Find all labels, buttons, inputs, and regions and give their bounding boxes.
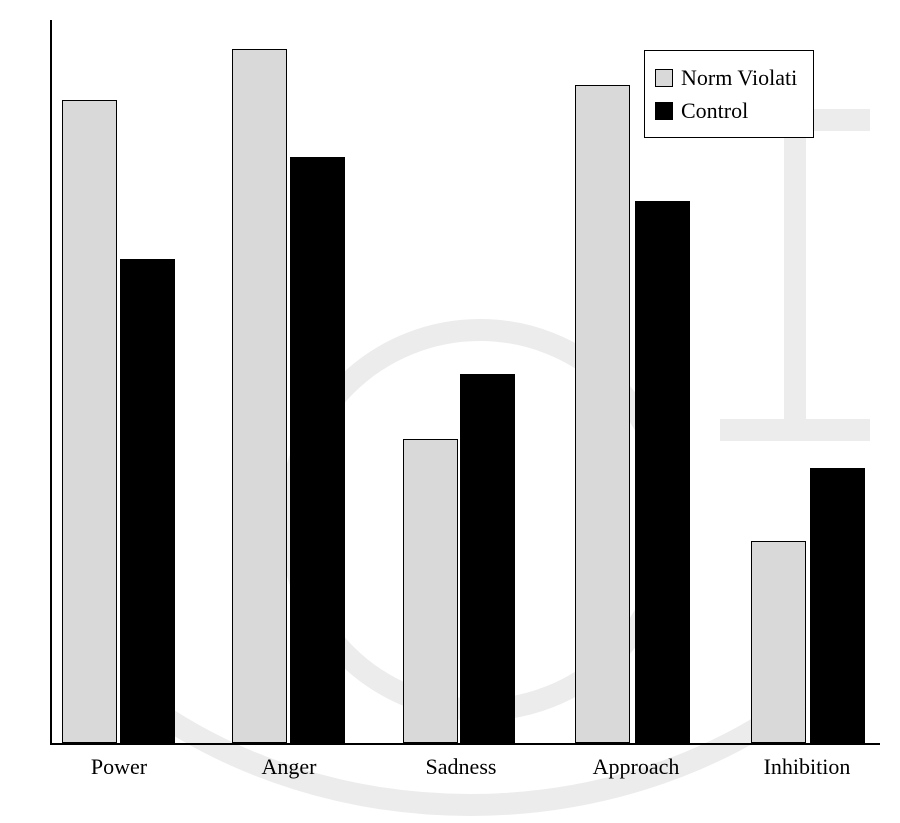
bar-inhibition-norm	[751, 541, 806, 743]
legend-swatch-0	[655, 69, 673, 87]
bar-chart: Power Anger Sadness Approach Inhibition Norm…	[0, 0, 900, 823]
bar-anger-norm	[232, 49, 287, 743]
category-label-power: Power	[91, 754, 147, 780]
bar-approach-control	[635, 201, 690, 743]
bar-power-norm	[62, 100, 117, 743]
legend-label-1: Control	[681, 94, 748, 127]
category-label-inhibition: Inhibition	[764, 754, 851, 780]
category-label-sadness: Sadness	[426, 754, 497, 780]
bar-approach-norm	[575, 85, 630, 743]
legend-item-0: Norm Violati	[655, 61, 797, 94]
bar-inhibition-control	[810, 468, 865, 743]
bar-sadness-control	[460, 374, 515, 743]
category-label-anger: Anger	[262, 754, 317, 780]
legend-item-1: Control	[655, 94, 797, 127]
bar-power-control	[120, 259, 175, 743]
legend-swatch-1	[655, 102, 673, 120]
bar-sadness-norm	[403, 439, 458, 743]
legend-label-0: Norm Violati	[681, 61, 797, 94]
legend: Norm ViolatiControl	[644, 50, 814, 138]
x-axis	[50, 743, 880, 745]
category-label-approach: Approach	[593, 754, 680, 780]
y-axis	[50, 20, 52, 745]
bar-anger-control	[290, 157, 345, 743]
